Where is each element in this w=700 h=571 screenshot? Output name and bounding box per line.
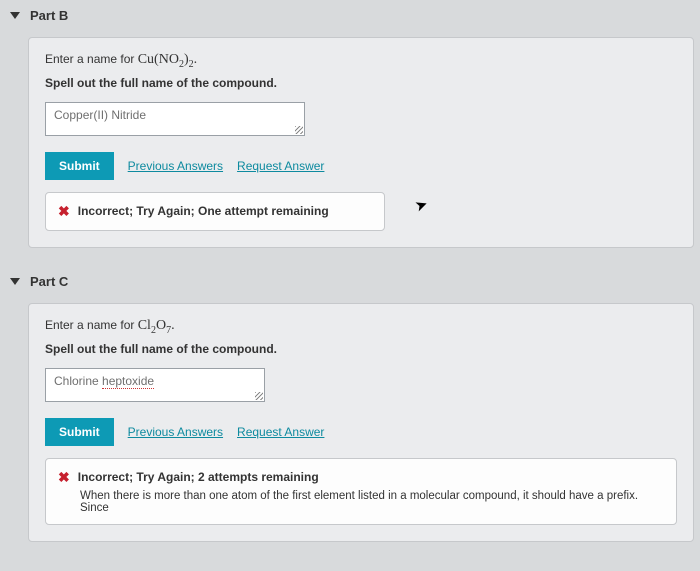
formula-c: Cl2O7.	[138, 318, 175, 333]
answer-input-wrap-c: Chlorine heptoxide	[45, 368, 265, 402]
previous-answers-link-c[interactable]: Previous Answers	[128, 425, 223, 439]
part-c-card: Enter a name for Cl2O7. Spell out the fu…	[28, 303, 694, 542]
x-icon: ✖	[58, 469, 70, 486]
part-b-header[interactable]: Part B	[28, 8, 700, 23]
part-c-prompt: Enter a name for Cl2O7.	[45, 318, 677, 336]
collapse-icon	[10, 12, 20, 19]
part-b-instruction: Spell out the full name of the compound.	[45, 76, 677, 90]
feedback-c: ✖ Incorrect; Try Again; 2 attempts remai…	[45, 458, 677, 525]
request-answer-link-c[interactable]: Request Answer	[237, 425, 324, 439]
answer-input-b[interactable]: Copper(II) Nitride	[45, 102, 305, 136]
previous-answers-link-b[interactable]: Previous Answers	[128, 159, 223, 173]
answer-input-c[interactable]: Chlorine heptoxide	[45, 368, 265, 402]
resize-grip-icon[interactable]	[255, 392, 263, 400]
submit-button-c[interactable]: Submit	[45, 418, 114, 446]
part-c-block: Part C Enter a name for Cl2O7. Spell out…	[0, 266, 700, 560]
part-b-prompt: Enter a name for Cu(NO2)2.	[45, 52, 677, 70]
part-c-title: Part C	[30, 274, 68, 289]
x-icon: ✖	[58, 203, 70, 220]
submit-button-b[interactable]: Submit	[45, 152, 114, 180]
resize-grip-icon[interactable]	[295, 126, 303, 134]
part-b-block: Part B Enter a name for Cu(NO2)2. Spell …	[0, 0, 700, 266]
action-row-b: Submit Previous Answers Request Answer	[45, 152, 677, 180]
feedback-hint-c: When there is more than one atom of the …	[58, 490, 664, 514]
feedback-b: ✖ Incorrect; Try Again; One attempt rema…	[45, 192, 385, 231]
action-row-c: Submit Previous Answers Request Answer	[45, 418, 677, 446]
feedback-msg-c: Incorrect; Try Again; 2 attempts remaini…	[78, 470, 319, 484]
part-c-instruction: Spell out the full name of the compound.	[45, 342, 677, 356]
part-b-card: Enter a name for Cu(NO2)2. Spell out the…	[28, 37, 694, 248]
part-b-title: Part B	[30, 8, 68, 23]
part-c-header[interactable]: Part C	[28, 274, 700, 289]
feedback-msg-b: Incorrect; Try Again; One attempt remain…	[78, 204, 329, 218]
collapse-icon	[10, 278, 20, 285]
answer-input-wrap-b: Copper(II) Nitride	[45, 102, 305, 136]
formula-b: Cu(NO2)2.	[138, 52, 197, 67]
request-answer-link-b[interactable]: Request Answer	[237, 159, 324, 173]
